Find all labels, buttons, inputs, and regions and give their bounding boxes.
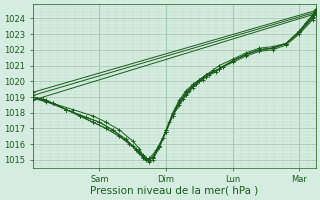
X-axis label: Pression niveau de la mer( hPa ): Pression niveau de la mer( hPa ) [90,186,259,196]
